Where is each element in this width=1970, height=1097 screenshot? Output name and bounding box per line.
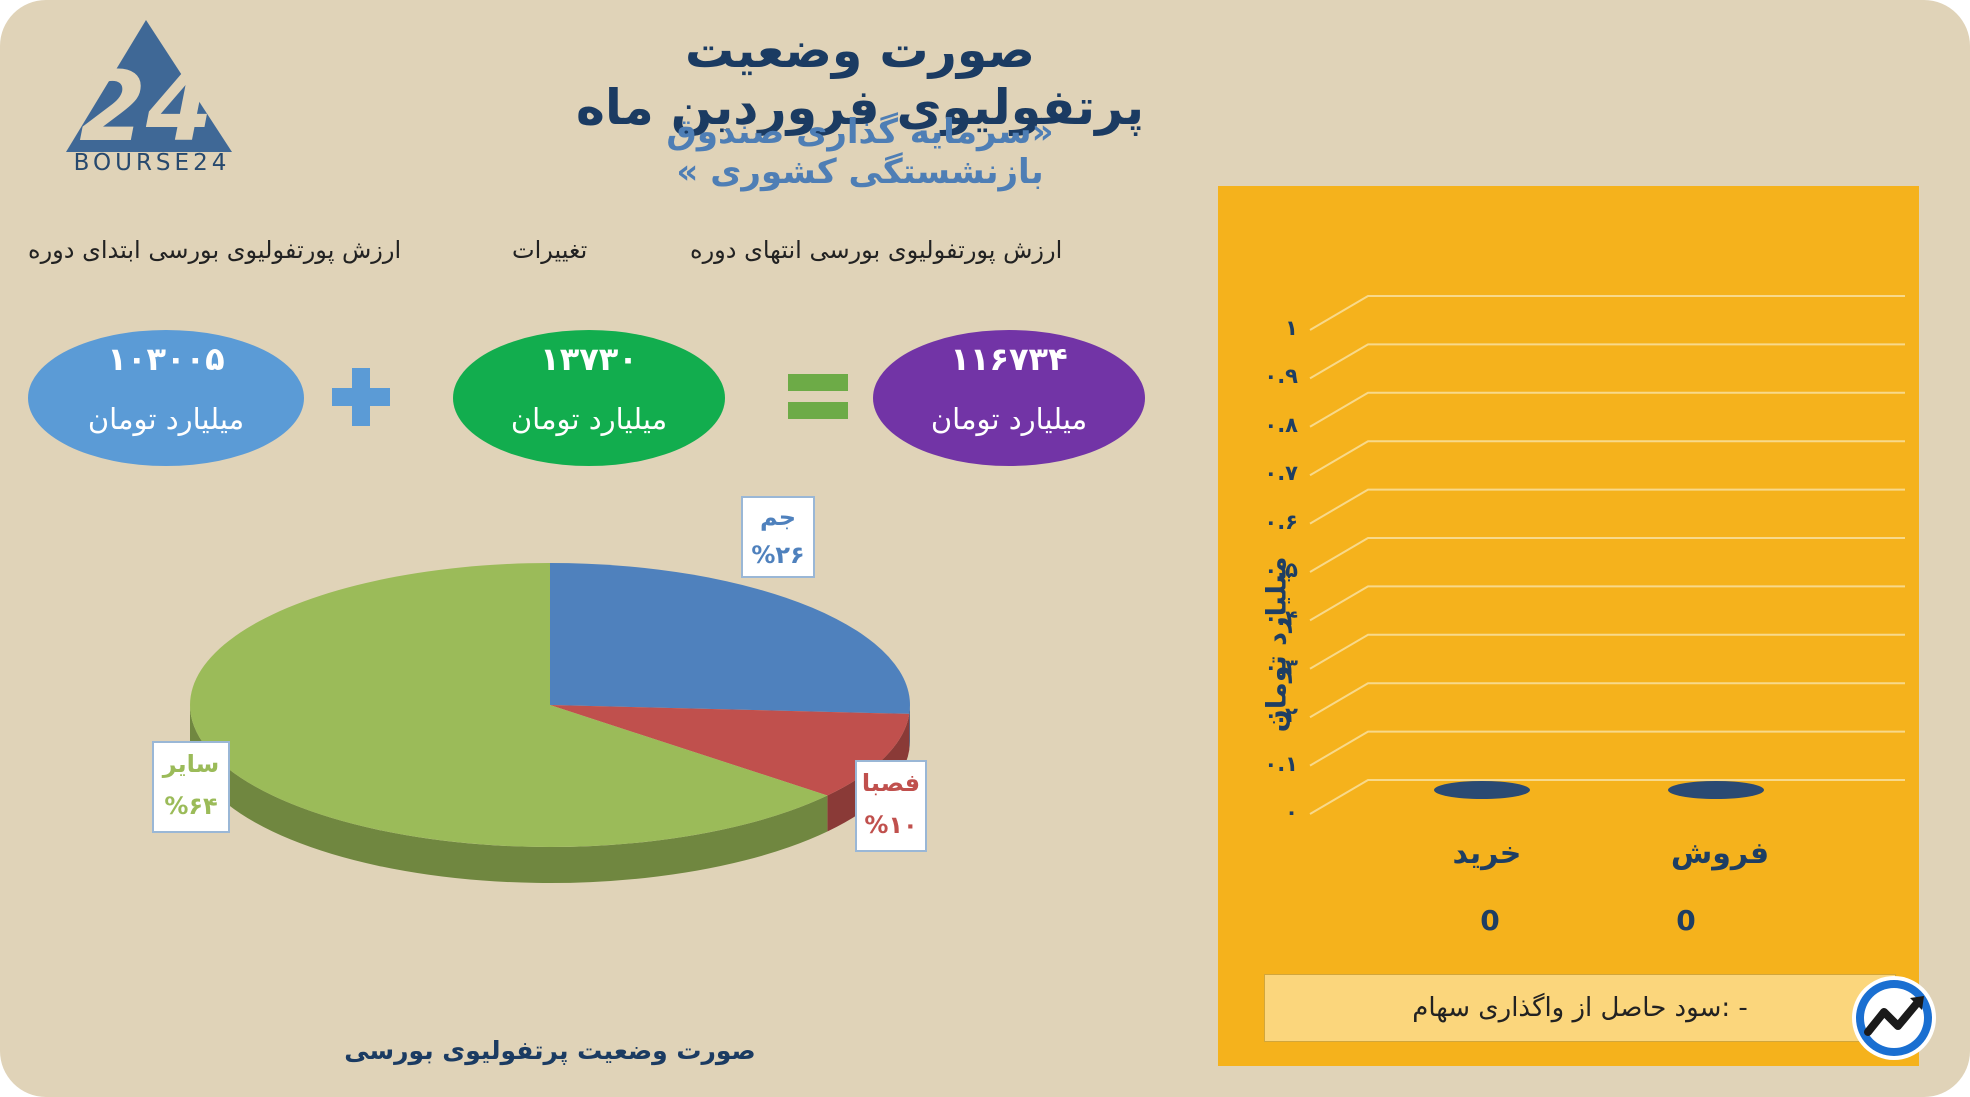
pie-label-other: سایر %۶۴: [152, 741, 230, 833]
y-tick-5: ۰.۵: [1264, 558, 1298, 582]
pie-label-fasba-pct: %۱۰: [864, 811, 918, 839]
change-value-ellipse: ۱۳۷۳۰ میلیارد تومان: [453, 330, 725, 466]
pie-label-jam-pct: %۲۶: [751, 541, 805, 569]
pie-label-fasba: فصبا %۱۰: [855, 760, 927, 852]
y-tick-6: ۰.۶: [1264, 509, 1298, 534]
y-tick-1: ۰.۱: [1264, 751, 1298, 776]
end-value: ۱۱۶۷۳۴: [950, 340, 1068, 378]
page-subtitle: «سرمایه گذاری صندوق بازنشستگی کشوری »: [666, 112, 1054, 192]
start-value: ۱۰۳۰۰۵: [107, 340, 225, 378]
gridline-7: [1309, 440, 1905, 477]
y-tick-2: ۰.۲: [1264, 703, 1298, 728]
gridline-0: [1309, 779, 1905, 815]
pie-caption: صورت وضعیت پرتفولیوی بورسی: [344, 1036, 756, 1065]
gridline-9: [1309, 343, 1905, 380]
change-header: تغییرات: [512, 236, 588, 264]
category-sell: فروش: [1670, 836, 1770, 871]
page-title: صورت وضعیت پرتفولیوی فروردین ماه: [576, 22, 1144, 136]
plus-icon: [332, 368, 390, 426]
y-tick-9: ۰.۹: [1264, 364, 1298, 389]
share-disposal-profit: - :سود حاصل از واگذاری سهام: [1264, 974, 1896, 1042]
pie-slice-2: [190, 563, 828, 847]
gridline-1: [1309, 730, 1905, 767]
bar-1: [1668, 781, 1764, 799]
value-sell: 0: [1676, 904, 1696, 937]
y-tick-10: ۱: [1285, 316, 1298, 340]
change-value: ۱۳۷۳۰: [540, 340, 638, 378]
pie-label-other-name: سایر: [162, 750, 220, 778]
category-buy: خرید: [1452, 836, 1522, 871]
gridline-4: [1309, 585, 1905, 622]
pie-side-2: [190, 705, 828, 883]
svg-text:24: 24: [79, 51, 213, 163]
start-value-unit: میلیارد تومان: [87, 402, 245, 436]
pie-side-0: [909, 705, 910, 750]
pie-label-jam: جم %۲۶: [741, 496, 815, 578]
change-value-unit: میلیارد تومان: [510, 402, 668, 436]
trades-chart-panel: [1218, 186, 1919, 1066]
logo-text: BOURSE24: [73, 150, 231, 176]
y-tick-3: ۰.۳: [1264, 654, 1298, 679]
pie-slice-0: [550, 563, 910, 714]
y-tick-8: ۰.۸: [1264, 412, 1298, 437]
start-value-header: ارزش پورتفولیوی بورسی ابتدای دوره: [28, 236, 402, 264]
gridline-2: [1309, 682, 1905, 719]
equals-icon: [788, 374, 848, 419]
y-tick-0: ۰: [1285, 800, 1298, 824]
pie-slice-1: [550, 705, 910, 796]
value-buy: 0: [1480, 904, 1500, 937]
pie-label-other-pct: %۶۴: [164, 792, 218, 820]
start-value-ellipse: ۱۰۳۰۰۵ میلیارد تومان: [28, 330, 304, 466]
end-value-unit: میلیارد تومان: [930, 402, 1088, 436]
pie-label-jam-name: جم: [759, 503, 797, 531]
end-value-ellipse: ۱۱۶۷۳۴ میلیارد تومان: [873, 330, 1145, 466]
bar-0: [1434, 781, 1530, 799]
trend-up-icon: [1852, 976, 1936, 1060]
gridline-8: [1309, 391, 1905, 428]
gridline-5: [1309, 537, 1905, 573]
y-tick-7: ۰.۷: [1264, 461, 1298, 486]
gridline-10: [1309, 295, 1905, 331]
y-tick-4: ۰.۴: [1264, 606, 1298, 631]
gridline-3: [1309, 633, 1905, 670]
bourse24-logo: 24: [66, 20, 232, 163]
pie-label-fasba-name: فصبا: [861, 769, 921, 797]
end-value-header: ارزش پورتفولیوی بورسی انتهای دوره: [690, 236, 1063, 264]
portfolio-pie-chart: [190, 563, 910, 883]
gridline-6: [1309, 488, 1905, 525]
